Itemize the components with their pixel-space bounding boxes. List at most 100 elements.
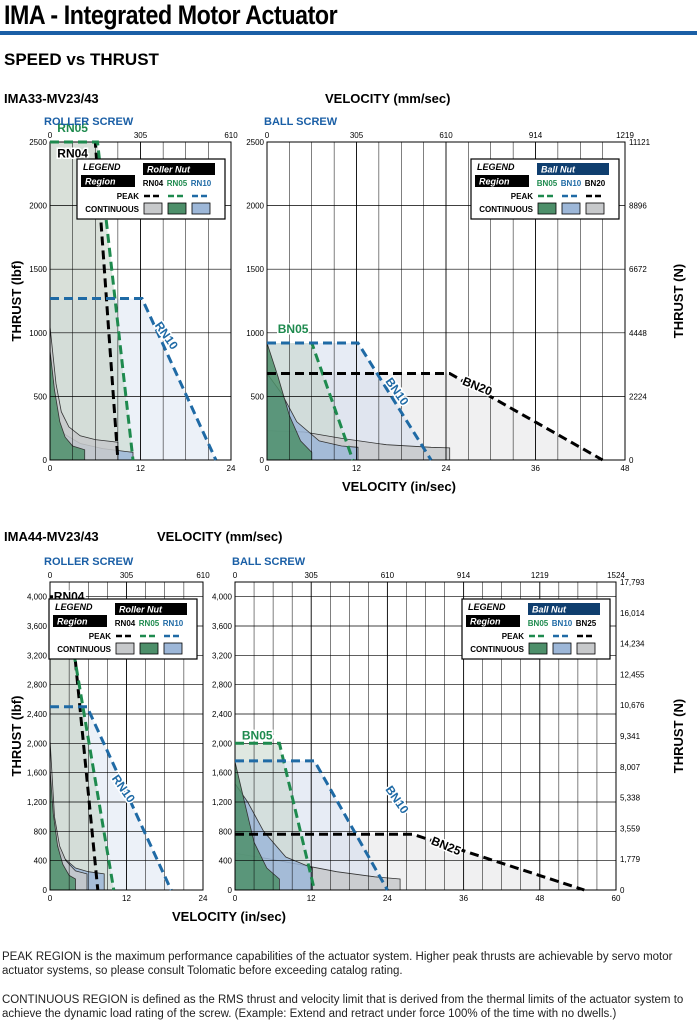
y-right-tick-label: 6672 (629, 265, 647, 274)
legend-col-rn10: RN10 (163, 619, 184, 628)
legend-continuous-label: CONTINUOUS (470, 645, 524, 654)
mm-tick-label: 305 (350, 131, 364, 140)
legend-col-bn10: BN10 (552, 619, 573, 628)
legend-col-rn10: RN10 (191, 179, 212, 188)
y-tick-label: 1,200 (27, 798, 48, 807)
continuous-region-bn05 (234, 761, 280, 891)
x-tick-label: 0 (265, 464, 270, 473)
peak-region-note: PEAK REGION is the maximum performance c… (2, 951, 673, 977)
x-tick-label: 24 (442, 464, 451, 473)
legend-region-label: Region (479, 177, 510, 187)
y-right-tick-label: 8,007 (620, 763, 641, 772)
legend-continuous-label: CONTINUOUS (57, 645, 111, 654)
y-right-tick-label: 3,559 (620, 824, 641, 833)
x-tick-label: 12 (122, 894, 131, 903)
y-axis-label-right: THRUST (N) (671, 264, 686, 338)
y-right-tick-label: 8896 (629, 202, 647, 211)
y-right-tick-label: 4448 (629, 329, 647, 338)
mm-tick-label: 610 (224, 131, 238, 140)
mm-tick-label: 0 (48, 571, 53, 580)
legend-col-rn04: RN04 (115, 619, 136, 628)
legend-nut-label: Ball Nut (532, 605, 567, 615)
legend-title: LEGEND (83, 162, 121, 172)
panel-name-roller: ROLLER SCREW (44, 556, 134, 568)
mm-tick-label: 305 (120, 571, 134, 580)
x-tick-label: 24 (227, 464, 236, 473)
y-tick-label: 500 (251, 392, 265, 401)
y-tick-label: 2000 (246, 202, 264, 211)
y-right-tick-label: 11121 (629, 138, 651, 147)
y-tick-label: 2000 (29, 202, 47, 211)
mm-tick-label: 914 (457, 571, 471, 580)
panel-name-ball: BALL SCREW (232, 556, 306, 568)
legend-roller: LEGEND Region Roller Nut RN04 RN05 RN10 PEAK CO… (48, 598, 198, 660)
x-tick-label: 12 (352, 464, 361, 473)
y-axis-label-right: THRUST (N) (671, 699, 686, 773)
y-tick-label: 1,600 (27, 769, 48, 778)
y-tick-label: 4,000 (27, 593, 48, 602)
y-right-tick-label: 0 (629, 456, 634, 465)
legend-title: LEGEND (468, 602, 506, 612)
legend-cont-swatch (537, 202, 557, 215)
x-tick-label: 48 (535, 894, 544, 903)
y-right-tick-label: 14,234 (620, 640, 645, 649)
y-tick-label: 1500 (246, 265, 264, 274)
y-tick-label: 2500 (29, 138, 47, 147)
mm-tick-label: 305 (305, 571, 319, 580)
peak-line-bn05 (235, 741, 316, 891)
continuous-region-note: CONTINUOUS REGION is defined as the RMS … (2, 994, 684, 1020)
y-tick-label: 1000 (29, 329, 47, 338)
series-label-bn05: BN05 (278, 322, 309, 336)
y-tick-label: 1,600 (212, 769, 233, 778)
legend-col-bn25: BN25 (576, 619, 597, 628)
page-title: IMA - Integrated Motor Actuator (4, 0, 338, 30)
plot-frame (49, 581, 204, 891)
y-tick-label: 4,000 (212, 593, 233, 602)
legend-cont-swatch (167, 202, 187, 215)
x-tick-label: 12 (307, 894, 316, 903)
legend-nut-label: Ball Nut (541, 165, 576, 175)
legend-region-label: Region (57, 617, 88, 627)
legend-region-bg (81, 175, 135, 187)
mm-tick-label: 0 (48, 131, 53, 140)
y-right-tick-label: 16,014 (620, 609, 645, 618)
peak-line-rn10 (50, 705, 173, 891)
legend-cont-swatch (528, 642, 548, 655)
legend-cont-swatch (191, 202, 211, 215)
y-right-tick-label: 5,338 (620, 794, 641, 803)
legend-cont-swatch (585, 202, 605, 215)
y-tick-label: 3,200 (212, 651, 233, 660)
y-right-tick-label: 17,793 (620, 578, 645, 587)
legend-cont-swatch (143, 202, 163, 215)
peak-line-bn10 (267, 341, 433, 461)
y-right-tick-label: 0 (620, 886, 625, 895)
section-title: SPEED vs THRUST (4, 50, 159, 69)
peak-line-rn04 (50, 595, 100, 891)
x-tick-label: 0 (48, 464, 53, 473)
x-axis-label: VELOCITY (in/sec) (172, 909, 286, 924)
continuous-region-rn05 (49, 350, 86, 461)
legend-cont-swatch (139, 642, 159, 655)
legend-ball: LEGEND Region Ball Nut BN05 BN10 BN25 PEAK CONT… (461, 598, 611, 660)
legend-cont-swatch (163, 642, 183, 655)
x-tick-label: 24 (383, 894, 392, 903)
legend-nut-bg (143, 163, 215, 175)
x-tick-label: 0 (233, 894, 238, 903)
y-right-tick-label: 12,455 (620, 670, 645, 679)
legend-roller: LEGEND Region Roller Nut RN04 RN05 RN10 PEAK CO… (76, 158, 226, 220)
legend-continuous-label: CONTINUOUS (85, 205, 139, 214)
y-right-tick-label: 2224 (629, 392, 647, 401)
title-rule (0, 31, 697, 35)
x-tick-label: 12 (136, 464, 145, 473)
legend-region-label: Region (85, 177, 116, 187)
legend-col-rn05: RN05 (167, 179, 188, 188)
y-tick-label: 1000 (246, 329, 264, 338)
legend-title: LEGEND (477, 162, 515, 172)
y-tick-label: 800 (219, 827, 233, 836)
mm-tick-label: 1219 (616, 131, 634, 140)
legend-region-bg (466, 615, 520, 627)
peak-line-bn25 (235, 832, 585, 892)
y-tick-label: 2500 (246, 138, 264, 147)
legend-nut-bg (528, 603, 600, 615)
y-tick-label: 2,800 (27, 681, 48, 690)
